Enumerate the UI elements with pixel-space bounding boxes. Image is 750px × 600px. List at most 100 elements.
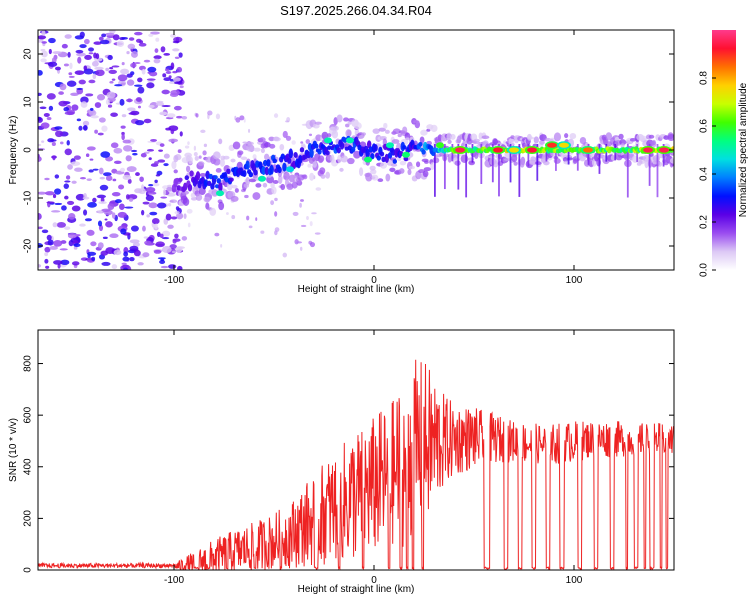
noise-blob bbox=[135, 97, 142, 102]
ridge-halo bbox=[187, 156, 193, 165]
noise-blob bbox=[127, 107, 136, 112]
noise-blob bbox=[88, 52, 94, 55]
ridge-halo bbox=[218, 201, 225, 211]
ridge-halo bbox=[513, 161, 518, 166]
ridge-mark bbox=[218, 182, 223, 192]
ridge-halo bbox=[278, 175, 283, 185]
noise-blob bbox=[44, 252, 49, 257]
ridge-halo bbox=[312, 123, 320, 129]
noise-blob bbox=[159, 260, 166, 264]
noise-blob bbox=[120, 228, 127, 235]
ridge-mark bbox=[216, 178, 221, 184]
noise-blob bbox=[134, 62, 141, 65]
bright-spot bbox=[386, 142, 394, 149]
noise-blob bbox=[122, 139, 132, 144]
noise-blob bbox=[60, 141, 64, 145]
ridge-halo bbox=[519, 158, 525, 168]
ridge-mark bbox=[272, 158, 277, 164]
noise-blob bbox=[92, 197, 97, 203]
noise-blob bbox=[138, 42, 147, 47]
noise-blob bbox=[207, 110, 213, 116]
spectral-streak bbox=[626, 144, 629, 198]
spectral-streak bbox=[567, 144, 570, 165]
noise-blob bbox=[125, 155, 132, 162]
noise-blob bbox=[79, 177, 86, 180]
noise-blob bbox=[111, 212, 116, 219]
noise-blob bbox=[101, 125, 108, 132]
noise-blob bbox=[98, 36, 104, 41]
ridge-mark bbox=[210, 183, 215, 190]
noise-blob bbox=[156, 231, 161, 238]
ridge-mark bbox=[242, 170, 247, 177]
ridge-halo bbox=[527, 136, 535, 140]
noise-blob bbox=[101, 33, 107, 38]
noise-blob bbox=[40, 122, 50, 129]
ridge-halo bbox=[333, 125, 339, 131]
noise-blob bbox=[71, 180, 77, 184]
noise-blob bbox=[226, 212, 229, 215]
noise-blob bbox=[113, 249, 122, 256]
noise-blob bbox=[88, 109, 97, 117]
noise-blob bbox=[242, 141, 248, 144]
noise-blob bbox=[89, 158, 94, 161]
noise-blob bbox=[200, 129, 206, 133]
noise-blob bbox=[90, 115, 99, 119]
spectral-streak bbox=[471, 144, 474, 163]
spectrogram-y-axis-label: Frequency (Hz) bbox=[8, 116, 19, 185]
noise-blob bbox=[163, 52, 171, 56]
noise-blob bbox=[84, 218, 92, 222]
ridge-halo bbox=[314, 121, 322, 125]
noise-blob bbox=[155, 241, 165, 248]
noise-blob bbox=[38, 155, 42, 162]
ridge-halo bbox=[364, 172, 371, 178]
ridge-mark bbox=[184, 175, 189, 181]
ridge-mark bbox=[367, 140, 372, 149]
noise-blob bbox=[149, 211, 158, 216]
ridge-mark bbox=[403, 156, 409, 162]
ridge-halo bbox=[481, 135, 490, 140]
ridge-halo bbox=[343, 117, 349, 122]
noise-blob bbox=[87, 251, 97, 256]
ridge-halo bbox=[648, 134, 655, 139]
spectral-streak bbox=[434, 144, 436, 197]
noise-blob bbox=[89, 107, 94, 111]
ridge-halo bbox=[391, 139, 400, 144]
ridge-halo bbox=[361, 132, 367, 136]
noise-blob bbox=[41, 30, 46, 36]
ridge-halo bbox=[258, 137, 266, 143]
noise-blob bbox=[163, 163, 169, 167]
ridge-halo bbox=[389, 167, 396, 173]
noise-blob bbox=[220, 243, 223, 248]
noise-blob bbox=[285, 120, 290, 123]
bright-spot bbox=[324, 137, 332, 144]
noise-blob bbox=[94, 102, 102, 108]
noise-blob bbox=[143, 59, 151, 63]
noise-blob bbox=[63, 63, 69, 67]
noise-blob bbox=[45, 265, 50, 269]
ridge-halo bbox=[312, 161, 317, 168]
noise-blob bbox=[141, 209, 145, 216]
noise-blob bbox=[91, 60, 99, 67]
noise-blob bbox=[179, 131, 183, 137]
ridge-halo bbox=[639, 135, 648, 142]
ridge-halo bbox=[231, 184, 238, 189]
ridge-halo bbox=[337, 154, 342, 164]
noise-blob bbox=[154, 179, 158, 184]
ridge-halo bbox=[371, 174, 379, 181]
noise-blob bbox=[128, 37, 135, 41]
noise-blob bbox=[166, 113, 176, 118]
noise-blob bbox=[163, 153, 170, 159]
ridge-halo bbox=[319, 167, 326, 175]
noise-blob bbox=[170, 128, 175, 135]
noise-blob bbox=[71, 104, 79, 111]
noise-blob bbox=[66, 140, 70, 146]
ridge-halo bbox=[369, 165, 376, 171]
snr-x-tick-label: 0 bbox=[371, 575, 377, 586]
noise-blob bbox=[90, 241, 97, 247]
ridge-halo bbox=[264, 141, 271, 148]
ridge-mark bbox=[282, 162, 287, 172]
ridge-halo bbox=[286, 183, 294, 190]
noise-blob bbox=[308, 133, 313, 137]
peak-mark bbox=[583, 147, 593, 153]
spectrogram-y-tick-label: -10 bbox=[23, 190, 34, 205]
